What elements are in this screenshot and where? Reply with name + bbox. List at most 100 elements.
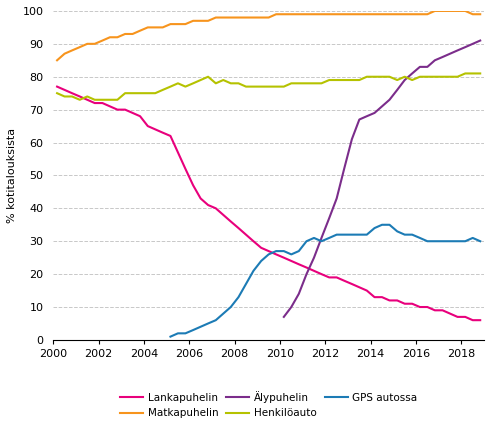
GPS autossa <box>349 232 355 237</box>
GPS autossa <box>477 239 483 244</box>
GPS autossa <box>198 324 204 329</box>
GPS autossa <box>167 334 173 339</box>
Lankapuhelin <box>236 226 242 231</box>
Matkapuhelin <box>341 11 347 17</box>
Y-axis label: % kotitalouksista: % kotitalouksista <box>7 128 17 223</box>
Älypuhelin <box>394 88 400 93</box>
Line: Älypuhelin: Älypuhelin <box>284 40 480 317</box>
Älypuhelin <box>424 64 430 69</box>
Älypuhelin <box>470 41 476 46</box>
GPS autossa <box>417 235 423 241</box>
Älypuhelin <box>447 51 453 56</box>
Älypuhelin <box>432 58 438 63</box>
GPS autossa <box>220 311 226 316</box>
Matkapuhelin <box>69 48 75 53</box>
GPS autossa <box>341 232 347 237</box>
Älypuhelin <box>417 64 423 69</box>
Line: GPS autossa: GPS autossa <box>170 225 480 337</box>
Älypuhelin <box>439 54 445 60</box>
Henkilöauto <box>349 77 355 82</box>
Älypuhelin <box>341 166 347 171</box>
GPS autossa <box>432 239 438 244</box>
Älypuhelin <box>349 137 355 142</box>
Lankapuhelin <box>341 278 347 283</box>
GPS autossa <box>190 328 196 333</box>
GPS autossa <box>258 258 264 264</box>
Henkilöauto <box>243 84 249 89</box>
GPS autossa <box>273 249 279 254</box>
Älypuhelin <box>326 215 332 221</box>
GPS autossa <box>281 249 287 254</box>
Matkapuhelin <box>236 15 242 20</box>
Matkapuhelin <box>432 8 438 14</box>
GPS autossa <box>205 321 211 326</box>
GPS autossa <box>288 252 294 257</box>
GPS autossa <box>266 252 272 257</box>
Lankapuhelin <box>349 281 355 286</box>
Matkapuhelin <box>477 11 483 17</box>
Matkapuhelin <box>54 58 60 63</box>
GPS autossa <box>356 232 362 237</box>
Älypuhelin <box>386 97 392 102</box>
Henkilöauto <box>175 81 181 86</box>
GPS autossa <box>394 229 400 234</box>
Älypuhelin <box>281 314 287 320</box>
Älypuhelin <box>379 104 385 109</box>
Älypuhelin <box>372 110 378 116</box>
GPS autossa <box>386 222 392 227</box>
Älypuhelin <box>296 291 302 296</box>
GPS autossa <box>311 235 317 241</box>
GPS autossa <box>236 295 242 300</box>
Lankapuhelin <box>477 317 483 323</box>
GPS autossa <box>439 239 445 244</box>
Henkilöauto <box>463 71 468 76</box>
GPS autossa <box>296 249 302 254</box>
GPS autossa <box>424 239 430 244</box>
Lankapuhelin <box>69 91 75 96</box>
Älypuhelin <box>356 117 362 122</box>
Henkilöauto <box>356 77 362 82</box>
GPS autossa <box>303 239 309 244</box>
Lankapuhelin <box>167 133 173 139</box>
GPS autossa <box>463 239 468 244</box>
GPS autossa <box>334 232 340 237</box>
GPS autossa <box>379 222 385 227</box>
Matkapuhelin <box>349 11 355 17</box>
Lankapuhelin <box>54 84 60 89</box>
Henkilöauto <box>77 97 82 102</box>
GPS autossa <box>447 239 453 244</box>
GPS autossa <box>319 239 325 244</box>
Henkilöauto <box>84 94 90 99</box>
Line: Henkilöauto: Henkilöauto <box>57 74 480 100</box>
GPS autossa <box>326 235 332 241</box>
Lankapuhelin <box>77 94 82 99</box>
GPS autossa <box>250 268 256 273</box>
Älypuhelin <box>463 45 468 50</box>
Line: Matkapuhelin: Matkapuhelin <box>57 11 480 60</box>
Älypuhelin <box>319 235 325 241</box>
Älypuhelin <box>402 77 408 82</box>
GPS autossa <box>372 226 378 231</box>
Älypuhelin <box>311 255 317 260</box>
GPS autossa <box>402 232 408 237</box>
GPS autossa <box>243 281 249 286</box>
GPS autossa <box>364 232 370 237</box>
Henkilöauto <box>69 94 75 99</box>
Älypuhelin <box>477 38 483 43</box>
Älypuhelin <box>455 48 461 53</box>
Älypuhelin <box>288 304 294 309</box>
Älypuhelin <box>364 113 370 119</box>
Henkilöauto <box>54 91 60 96</box>
Matkapuhelin <box>77 45 82 50</box>
Lankapuhelin <box>470 317 476 323</box>
GPS autossa <box>470 235 476 241</box>
Henkilöauto <box>477 71 483 76</box>
Legend: Lankapuhelin, Matkapuhelin, Älypuhelin, Henkilöauto, GPS autossa: Lankapuhelin, Matkapuhelin, Älypuhelin, … <box>120 391 417 418</box>
GPS autossa <box>409 232 415 237</box>
GPS autossa <box>213 317 219 323</box>
Älypuhelin <box>334 196 340 201</box>
GPS autossa <box>228 304 234 309</box>
Matkapuhelin <box>167 22 173 27</box>
Älypuhelin <box>303 272 309 277</box>
Line: Lankapuhelin: Lankapuhelin <box>57 87 480 320</box>
